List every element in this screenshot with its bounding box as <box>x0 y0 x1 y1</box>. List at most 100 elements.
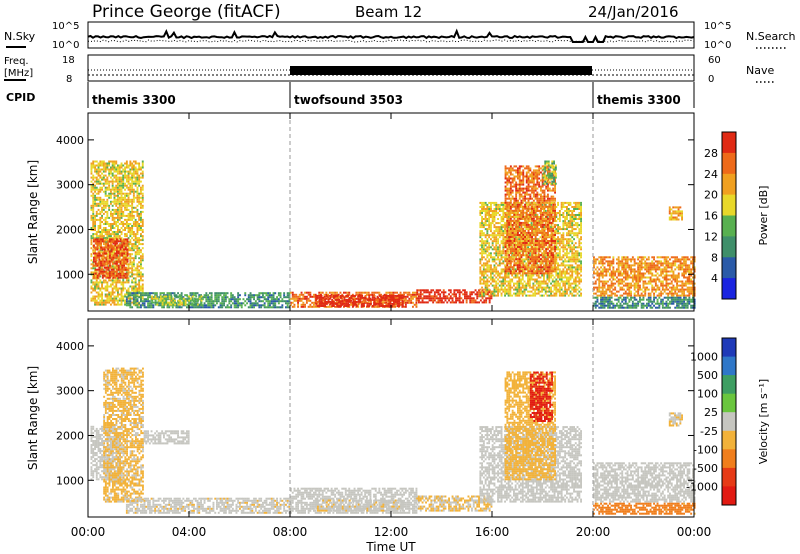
heatmap-cell <box>481 244 483 247</box>
heatmap-cell <box>95 279 98 282</box>
heatmap-cell <box>493 258 496 261</box>
heatmap-cell <box>520 274 522 277</box>
heatmap-cell <box>101 229 103 231</box>
heatmap-cell <box>546 236 549 239</box>
heatmap-cell <box>298 295 301 298</box>
heatmap-cell <box>256 304 259 307</box>
heatmap-cell <box>486 238 489 241</box>
heatmap-cell <box>134 283 137 286</box>
heatmap-cell <box>498 248 501 251</box>
heatmap-cell <box>364 294 367 297</box>
heatmap-cell <box>131 301 134 304</box>
heatmap-cell <box>537 238 540 241</box>
heatmap-cell <box>485 301 488 304</box>
heatmap-cell <box>293 297 296 300</box>
heatmap-cell <box>323 297 326 300</box>
heatmap-cell <box>555 232 558 235</box>
heatmap-cell <box>99 299 102 302</box>
heatmap-cell <box>136 192 139 195</box>
heatmap-cell <box>313 303 315 306</box>
heatmap-cell <box>343 291 345 294</box>
heatmap-cell <box>129 190 132 193</box>
heatmap-cell <box>406 295 409 298</box>
heatmap-cell <box>107 266 110 269</box>
heatmap-cell <box>543 210 545 212</box>
heatmap-cell <box>168 295 171 298</box>
heatmap-cell <box>105 238 108 241</box>
heatmap-cell <box>557 212 559 214</box>
heatmap-cell <box>486 288 489 291</box>
heatmap-cell <box>168 292 171 295</box>
heatmap-cell <box>371 293 374 296</box>
heatmap-cell <box>535 250 538 253</box>
heatmap-cell <box>161 303 164 306</box>
heatmap-cell <box>207 300 210 303</box>
heatmap-cell <box>140 277 142 280</box>
heatmap-cell <box>514 294 517 297</box>
heatmap-cell <box>118 200 121 203</box>
heatmap-cell <box>390 293 393 296</box>
heatmap-cell <box>539 282 542 285</box>
heatmap-cell <box>117 250 120 253</box>
heatmap-cell <box>182 301 185 304</box>
heatmap-cell <box>505 284 508 287</box>
heatmap-cell <box>493 274 496 277</box>
heatmap-cell <box>110 253 112 256</box>
heatmap-cell <box>97 180 100 183</box>
heatmap-cell <box>502 238 505 241</box>
heatmap-cell <box>124 266 127 269</box>
heatmap-cell <box>90 243 93 246</box>
heatmap-cell <box>544 254 547 257</box>
heatmap-cell <box>136 275 139 278</box>
heatmap-cell <box>393 302 395 305</box>
heatmap-cell <box>490 264 492 267</box>
heatmap-cell <box>138 229 141 231</box>
heatmap-cell <box>160 297 162 300</box>
heatmap-cell <box>521 272 524 275</box>
heatmap-cell <box>334 297 337 300</box>
heatmap-cell <box>548 224 551 227</box>
heatmap-cell <box>564 224 567 227</box>
heatmap-cell <box>425 289 427 292</box>
heatmap-cell <box>121 258 124 261</box>
heatmap-cell <box>125 223 128 225</box>
heatmap-cell <box>148 302 151 305</box>
heatmap-cell <box>118 198 121 201</box>
heatmap-cell <box>380 295 382 298</box>
heatmap-cell <box>106 188 109 191</box>
heatmap-cell <box>106 271 109 274</box>
heatmap-cell <box>208 302 211 305</box>
heatmap-cell <box>122 176 125 179</box>
heatmap-cell <box>421 297 424 300</box>
heatmap-cell <box>482 264 485 267</box>
heatmap-cell <box>544 228 547 231</box>
heatmap-cell <box>555 270 558 273</box>
heatmap-cell <box>502 288 505 291</box>
heatmap-cell <box>396 294 399 297</box>
heatmap-cell <box>197 299 199 302</box>
heatmap-cell <box>127 294 130 297</box>
heatmap-cell <box>95 273 98 276</box>
heatmap-cell <box>384 305 387 307</box>
heatmap-cell <box>127 295 130 298</box>
heatmap-cell <box>518 280 521 283</box>
heatmap-cell <box>93 256 95 259</box>
heatmap-cell <box>352 300 355 303</box>
heatmap-cell <box>541 280 544 283</box>
heatmap-cell <box>154 303 157 306</box>
heatmap-cell <box>493 212 496 214</box>
heatmap-cell <box>500 270 503 273</box>
heatmap-cell <box>272 298 275 301</box>
heatmap-cell <box>544 222 547 225</box>
heatmap-cell <box>131 182 134 185</box>
heatmap-cell <box>363 296 365 299</box>
heatmap-cell <box>136 267 139 270</box>
heatmap-cell <box>112 270 115 273</box>
heatmap-cell <box>272 296 275 299</box>
heatmap-cell <box>557 242 559 245</box>
heatmap-cell <box>193 306 195 309</box>
heatmap-cell <box>113 212 116 215</box>
heatmap-cell <box>488 244 491 247</box>
heatmap-cell <box>493 266 496 269</box>
heatmap-cell <box>504 282 506 285</box>
